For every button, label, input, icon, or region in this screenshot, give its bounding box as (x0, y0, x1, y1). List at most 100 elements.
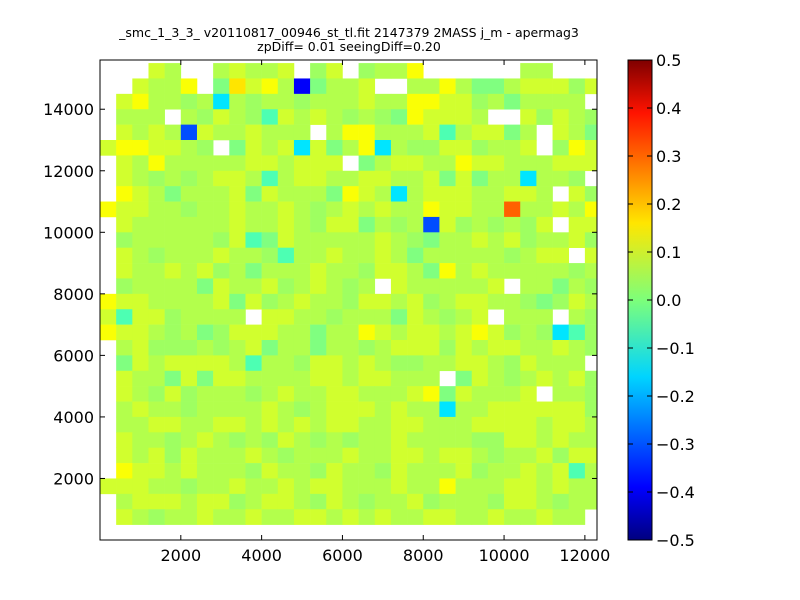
heat-cell (245, 386, 262, 402)
heat-cell (552, 401, 570, 418)
heat-cell (520, 63, 537, 79)
heat-cell (261, 124, 279, 141)
heat-cell (374, 263, 392, 279)
heat-cell (180, 263, 198, 279)
heat-cell (455, 155, 473, 172)
heat-cell (164, 401, 182, 418)
heat-cell (536, 478, 553, 495)
heat-cell (164, 247, 182, 264)
heat-cell (196, 370, 214, 387)
heat-cell (245, 355, 262, 372)
heat-cell (455, 186, 473, 202)
heat-cell (293, 124, 311, 141)
heat-cell (326, 109, 343, 125)
heat-cell (148, 232, 165, 248)
heat-cell (358, 416, 376, 433)
heat-cell (148, 324, 165, 341)
heat-cell (310, 293, 327, 310)
heat-cell (358, 509, 376, 525)
heat-cell (180, 309, 198, 325)
heat-cell (584, 493, 598, 510)
heat-cell (293, 109, 311, 125)
heat-cell (229, 386, 246, 402)
heat-cell (164, 324, 182, 341)
heat-cell (439, 401, 456, 418)
heat-cell (520, 201, 537, 218)
heat-cell (116, 216, 133, 233)
heat-cell (584, 432, 598, 448)
y-tick-label: 12000 (43, 162, 94, 181)
heat-cell (455, 509, 473, 525)
heat-cell (261, 140, 279, 156)
heat-cell (584, 309, 598, 325)
heat-cell (390, 309, 408, 325)
heat-cell (552, 509, 570, 525)
heat-cell (196, 355, 214, 372)
heat-cell (180, 293, 198, 310)
heat-cell (455, 355, 473, 372)
heat-cell (116, 309, 133, 325)
heat-cell (407, 109, 424, 125)
heat-cell (536, 432, 553, 448)
heat-cell (180, 340, 198, 356)
heat-cell (552, 263, 570, 279)
heat-cell (568, 416, 586, 433)
heat-cell (407, 93, 424, 110)
heat-cell (520, 309, 537, 325)
heat-cell (423, 509, 440, 525)
heat-cell (116, 401, 133, 418)
heat-cell (487, 186, 505, 202)
heat-cell (568, 355, 586, 372)
y-tick-label: 6000 (53, 346, 94, 365)
y-tick-label: 8000 (53, 285, 94, 304)
heat-cell (423, 355, 440, 372)
heat-cell (213, 201, 230, 218)
heat-cell (568, 293, 586, 310)
heat-cell (520, 263, 537, 279)
heat-cell (423, 232, 440, 248)
heat-cell (471, 478, 489, 495)
heat-cell (148, 340, 165, 356)
heat-cell (358, 140, 376, 156)
heat-cell (407, 416, 424, 433)
heat-cell (132, 324, 149, 341)
heat-cell (423, 109, 440, 125)
heat-cell (374, 401, 392, 418)
heat-cell (407, 370, 424, 387)
heat-cell (358, 309, 376, 325)
heat-cell (164, 370, 182, 387)
heat-cell (213, 509, 230, 525)
heat-cell (455, 247, 473, 264)
heat-cell (358, 463, 376, 479)
heat-cell (584, 324, 598, 341)
heat-cell (374, 247, 392, 264)
heat-cell (487, 386, 505, 402)
heat-cell (342, 386, 359, 402)
heat-cell (164, 447, 182, 464)
heat-cell (293, 216, 311, 233)
heat-cell (536, 263, 553, 279)
heat-cell (423, 293, 440, 310)
heat-cell (374, 63, 392, 79)
x-tick-label: 12000 (559, 546, 610, 565)
heat-cell (293, 355, 311, 372)
heat-cell (504, 340, 521, 356)
heat-cell (520, 324, 537, 341)
heat-cell (116, 93, 133, 110)
heat-cell (100, 140, 117, 156)
heat-cell (342, 509, 359, 525)
heat-cell (471, 93, 489, 110)
heat-cell (584, 293, 598, 310)
heat-cell (261, 386, 279, 402)
heat-cell (293, 324, 311, 341)
heat-cell (196, 401, 214, 418)
heat-cell (342, 263, 359, 279)
heat-cell (374, 93, 392, 110)
heat-cell (504, 78, 521, 95)
heat-cell (132, 386, 149, 402)
heat-cell (471, 509, 489, 525)
heat-cell (293, 263, 311, 279)
colorbar-tick-label: 0.2 (656, 195, 681, 214)
heat-cell (342, 447, 359, 464)
heat-cell (148, 93, 165, 110)
